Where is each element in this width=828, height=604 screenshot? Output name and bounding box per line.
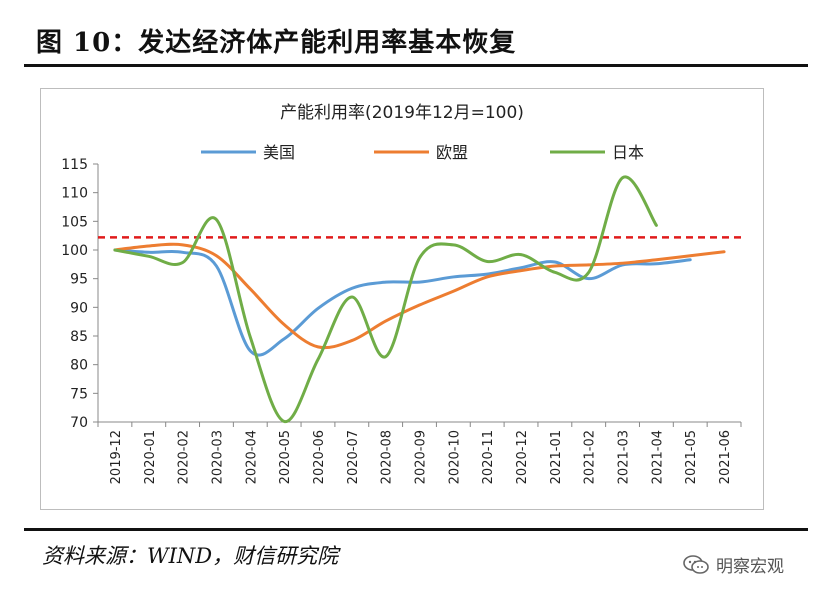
x-tick-label: 2019-12 [109,430,124,484]
chart-title: 产能利用率(2019年12月=100) [280,103,524,123]
watermark: 明察宏观 [682,552,784,577]
y-tick-label: 110 [61,186,88,202]
watermark-text: 明察宏观 [716,557,784,577]
y-tick-label: 100 [61,243,88,259]
series-line-japan [113,175,658,423]
x-tick-label: 2021-04 [650,430,665,484]
y-tick-label: 85 [70,329,88,345]
series-lines [113,175,726,423]
x-tick-label: 2021-02 [583,430,598,484]
x-tick-label: 2020-08 [380,430,395,484]
x-axis: 2019-12 2020-01 2020-02 2020-03 2020-04 2020-… [97,421,742,484]
series-line-eu [113,242,726,350]
y-tick-label: 115 [61,157,88,173]
chart-legend: 美国 欧盟 日本 [201,143,644,162]
x-tick-label: 2020-09 [414,430,429,484]
y-tick-label: 75 [70,386,88,402]
x-tick-label: 2020-04 [244,430,259,484]
y-tick-label: 80 [70,358,88,374]
x-tick-label: 2020-10 [447,430,462,484]
figure-title: 图 10：发达经济体产能利用率基本恢复 [36,28,517,58]
bottom-rule [24,528,808,531]
legend-label-japan: 日本 [612,143,644,162]
x-tick-label: 2020-06 [312,430,327,484]
x-tick-label: 2020-05 [278,430,293,484]
x-tick-label: 2020-12 [515,430,530,484]
y-tick-label: 70 [70,415,88,431]
line-chart: 产能利用率(2019年12月=100) 美国 欧盟 日本 70 75 80 85 90 95 1… [61,103,742,484]
x-tick-label: 2020-07 [346,430,361,484]
x-tick-label: 2020-02 [177,430,192,484]
x-tick-label: 2021-06 [718,430,733,484]
x-tick-label: 2020-11 [481,430,496,484]
legend-label-us: 美国 [263,143,295,162]
x-tick-label: 2020-01 [143,430,158,484]
wechat-icon [683,554,709,574]
source-note: 资料来源：WIND，财信研究院 [42,544,339,568]
top-rule [24,64,808,67]
legend-label-eu: 欧盟 [436,143,468,162]
x-tick-label: 2020-03 [210,430,225,484]
y-axis: 70 75 80 85 90 95 100 105 110 115 [61,157,99,431]
chart-panel: 产能利用率(2019年12月=100) 美国 欧盟 日本 70 75 80 85 90 95 1… [40,88,764,510]
series-line-us [113,248,692,357]
x-tick-label: 2021-01 [549,430,564,484]
y-tick-label: 90 [70,300,88,316]
x-tick-label: 2021-03 [617,430,632,484]
x-tick-label: 2021-05 [684,430,699,484]
y-tick-label: 105 [61,214,88,230]
y-tick-label: 95 [70,272,88,288]
